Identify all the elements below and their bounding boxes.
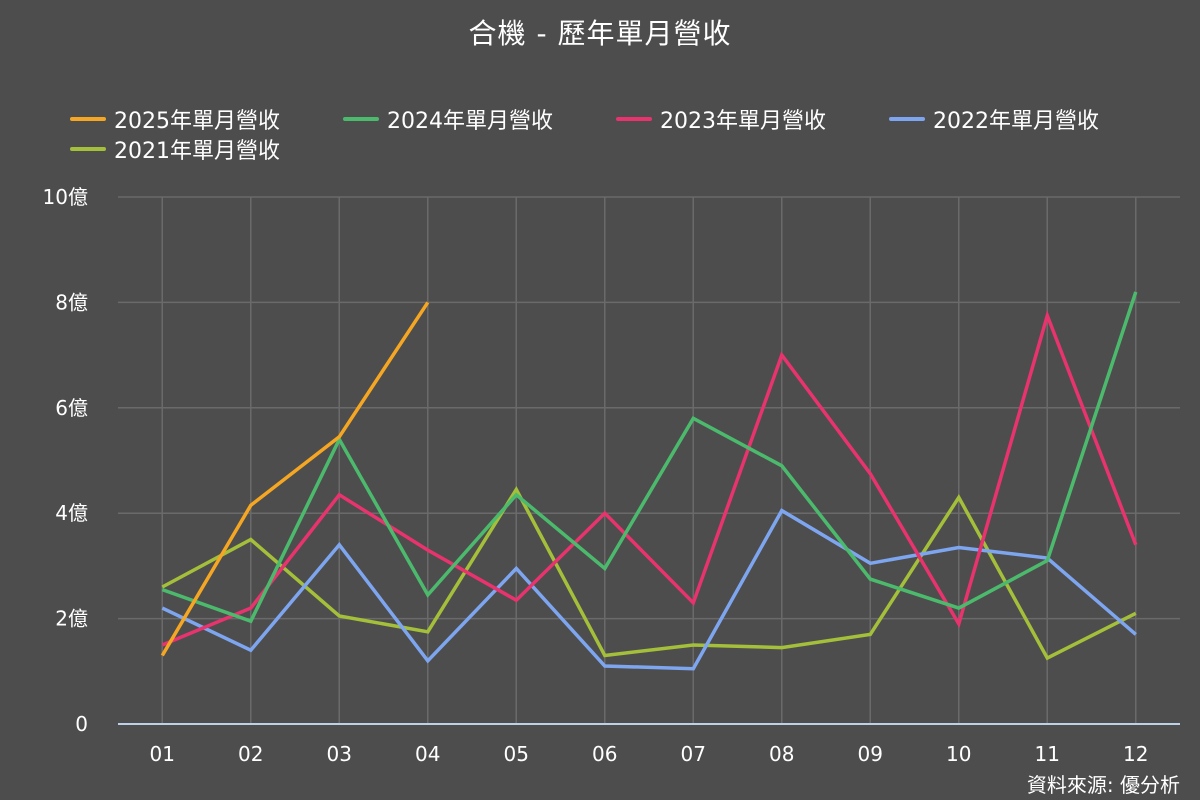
series-line-2021年單月營收 [161,485,1137,661]
legend-item-2024[interactable]: 2024年單月營收 [343,104,616,134]
x-tick-label: 02 [238,742,263,766]
x-tick-label: 07 [681,742,706,766]
y-tick-label: 0 [75,712,88,736]
x-tick-label: 04 [415,742,440,766]
legend-swatch-2022 [889,117,925,121]
x-tick-label: 10 [946,742,971,766]
x-tick-label: 05 [504,742,529,766]
chart-title: 合機 - 歷年單月營收 [468,17,732,50]
legend-label-2021: 2021年單月營收 [114,139,280,164]
y-tick-label: 4億 [55,501,88,525]
y-tick-label: 6億 [55,396,88,420]
legend-swatch-2021 [70,147,106,151]
legend-item-2023[interactable]: 2023年單月營收 [616,104,889,134]
legend-label-2023: 2023年單月營收 [660,109,826,134]
x-tick-label: 03 [327,742,352,766]
legend-label-2024: 2024年單月營收 [387,109,553,134]
legend-item-2021[interactable]: 2021年單月營收 [70,134,343,164]
legend-swatch-2023 [616,117,652,121]
legend: 2025年單月營收 2024年單月營收 2023年單月營收 2022年單月營收 … [70,104,1170,164]
series-line-2025年單月營收 [160,301,430,657]
y-tick-label: 10億 [43,185,88,209]
series-line-2024年單月營收 [161,291,1138,624]
x-tick-label: 01 [150,742,175,766]
x-tick-label: 08 [769,742,794,766]
x-tick-label: 12 [1123,742,1148,766]
series-line-2023年單月營收 [161,310,1138,647]
legend-label-2022: 2022年單月營收 [933,109,1099,134]
legend-swatch-2025 [70,117,106,121]
series-line-2022年單月營收 [161,508,1137,671]
source-note: 資料來源: 優分析 [1026,773,1180,797]
legend-label-2025: 2025年單月營收 [114,109,280,134]
legend-item-2025[interactable]: 2025年單月營收 [70,104,343,134]
legend-swatch-2024 [343,117,379,121]
x-tick-label: 06 [592,742,617,766]
legend-item-2022[interactable]: 2022年單月營收 [889,104,1162,134]
x-tick-label: 09 [858,742,883,766]
y-tick-label: 8億 [55,290,88,314]
y-tick-label: 2億 [55,607,88,631]
x-tick-label: 11 [1035,742,1060,766]
